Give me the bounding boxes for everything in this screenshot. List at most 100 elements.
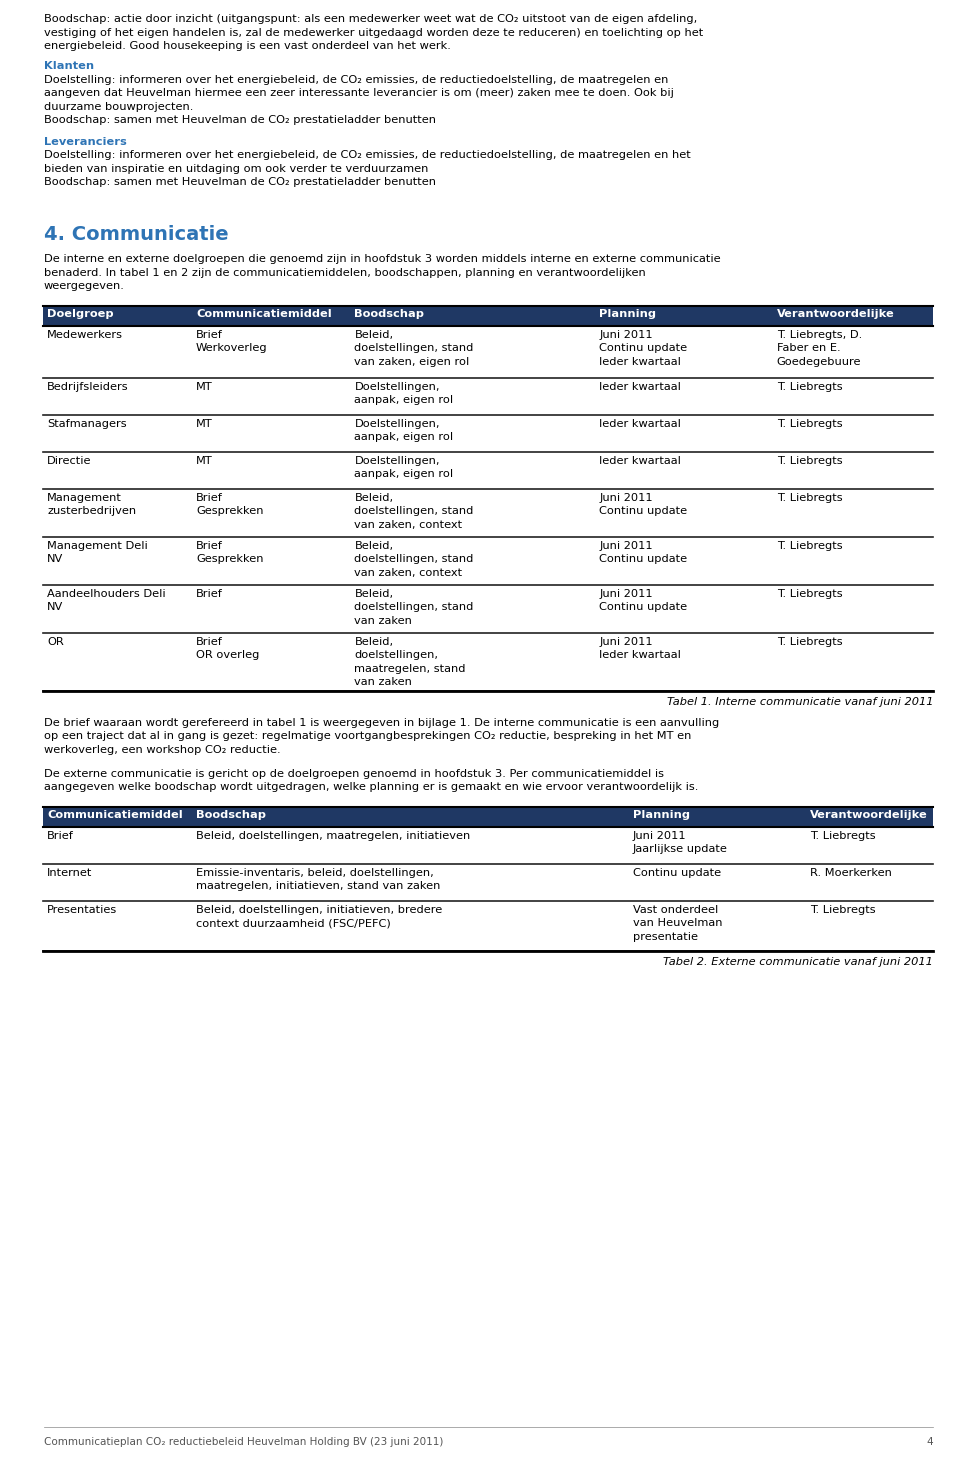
Text: Juni 2011: Juni 2011 (599, 541, 653, 550)
Text: aangeven dat Heuvelman hiermee een zeer interessante leverancier is om (meer) za: aangeven dat Heuvelman hiermee een zeer … (44, 88, 674, 98)
Text: MT: MT (196, 418, 213, 429)
Text: Juni 2011: Juni 2011 (599, 588, 653, 598)
Text: 4. Communicatie: 4. Communicatie (44, 225, 228, 244)
Text: van zaken, eigen rol: van zaken, eigen rol (354, 357, 469, 367)
Text: leder kwartaal: leder kwartaal (599, 650, 681, 660)
Text: Verantwoordelijke: Verantwoordelijke (777, 309, 895, 319)
Text: T. Liebregts: T. Liebregts (777, 455, 843, 465)
Text: Gesprekken: Gesprekken (196, 506, 263, 516)
Text: werkoverleg, een workshop CO₂ reductie.: werkoverleg, een workshop CO₂ reductie. (44, 745, 280, 755)
Text: Planning: Planning (633, 809, 690, 819)
Text: MT: MT (196, 455, 213, 465)
Text: NV: NV (47, 603, 63, 612)
Text: Goedegebuure: Goedegebuure (777, 357, 861, 367)
Text: Beleid,: Beleid, (354, 636, 394, 647)
Text: maatregelen, initiatieven, stand van zaken: maatregelen, initiatieven, stand van zak… (196, 881, 441, 891)
Text: T. Liebregts: T. Liebregts (777, 493, 843, 503)
Text: aangegeven welke boodschap wordt uitgedragen, welke planning er is gemaakt en wi: aangegeven welke boodschap wordt uitgedr… (44, 783, 698, 793)
Text: vestiging of het eigen handelen is, zal de medewerker uitgedaagd worden deze te : vestiging of het eigen handelen is, zal … (44, 28, 704, 38)
Text: doelstellingen,: doelstellingen, (354, 650, 439, 660)
Text: Beleid,: Beleid, (354, 588, 394, 598)
Text: T. Liebregts: T. Liebregts (777, 588, 843, 598)
Text: Juni 2011: Juni 2011 (633, 831, 686, 841)
Text: Doelstelling: informeren over het energiebeleid, de CO₂ emissies, de reductiedoe: Doelstelling: informeren over het energi… (44, 75, 668, 85)
Text: R. Moerkerken: R. Moerkerken (810, 868, 892, 878)
Text: Juni 2011: Juni 2011 (599, 636, 653, 647)
Text: Klanten: Klanten (44, 61, 94, 72)
Text: Medewerkers: Medewerkers (47, 329, 123, 339)
Text: Tabel 2. Externe communicatie vanaf juni 2011: Tabel 2. Externe communicatie vanaf juni… (663, 957, 933, 967)
Text: benaderd. In tabel 1 en 2 zijn de communicatiemiddelen, boodschappen, planning e: benaderd. In tabel 1 en 2 zijn de commun… (44, 268, 646, 278)
Text: Brief: Brief (196, 493, 223, 503)
Text: leder kwartaal: leder kwartaal (599, 382, 681, 392)
Text: energiebeleid. Good housekeeping is een vast onderdeel van het werk.: energiebeleid. Good housekeeping is een … (44, 41, 451, 51)
Text: doelstellingen, stand: doelstellingen, stand (354, 506, 474, 516)
Text: Doelstelling: informeren over het energiebeleid, de CO₂ emissies, de reductiedoe: Doelstelling: informeren over het energi… (44, 151, 691, 161)
Text: Juni 2011: Juni 2011 (599, 329, 653, 339)
Text: Beleid,: Beleid, (354, 541, 394, 550)
Text: Boodschap: Boodschap (196, 809, 266, 819)
Text: context duurzaamheid (FSC/PEFC): context duurzaamheid (FSC/PEFC) (196, 919, 391, 928)
Text: Brief: Brief (196, 329, 223, 339)
Text: maatregelen, stand: maatregelen, stand (354, 664, 466, 673)
Text: T. Liebregts, D.: T. Liebregts, D. (777, 329, 862, 339)
Text: De interne en externe doelgroepen die genoemd zijn in hoofdstuk 3 worden middels: De interne en externe doelgroepen die ge… (44, 255, 721, 265)
Text: Brief: Brief (196, 588, 223, 598)
Text: T. Liebregts: T. Liebregts (777, 418, 843, 429)
Text: duurzame bouwprojecten.: duurzame bouwprojecten. (44, 102, 193, 111)
Text: Doelstellingen,: Doelstellingen, (354, 455, 440, 465)
Text: Beleid, doelstellingen, maatregelen, initiatieven: Beleid, doelstellingen, maatregelen, ini… (196, 831, 470, 841)
Text: doelstellingen, stand: doelstellingen, stand (354, 344, 474, 353)
Text: Communicatieplan CO₂ reductiebeleid Heuvelman Holding BV (23 juni 2011): Communicatieplan CO₂ reductiebeleid Heuv… (44, 1437, 444, 1447)
Text: Juni 2011: Juni 2011 (599, 493, 653, 503)
Text: doelstellingen, stand: doelstellingen, stand (354, 603, 474, 612)
Text: Brief: Brief (196, 636, 223, 647)
Text: Verantwoordelijke: Verantwoordelijke (810, 809, 928, 819)
Text: presentatie: presentatie (633, 932, 698, 942)
Text: aanpak, eigen rol: aanpak, eigen rol (354, 395, 453, 405)
Text: Management: Management (47, 493, 122, 503)
Text: Continu update: Continu update (599, 344, 687, 353)
Text: Bedrijfsleiders: Bedrijfsleiders (47, 382, 129, 392)
Text: T. Liebregts: T. Liebregts (810, 904, 876, 914)
Text: Beleid,: Beleid, (354, 493, 394, 503)
Text: Vast onderdeel: Vast onderdeel (633, 904, 718, 914)
Text: Continu update: Continu update (599, 506, 687, 516)
Text: van zaken: van zaken (354, 677, 412, 688)
Text: De brief waaraan wordt gerefereerd in tabel 1 is weergegeven in bijlage 1. De in: De brief waaraan wordt gerefereerd in ta… (44, 717, 719, 727)
Text: Beleid, doelstellingen, initiatieven, bredere: Beleid, doelstellingen, initiatieven, br… (196, 904, 443, 914)
Text: Beleid,: Beleid, (354, 329, 394, 339)
Text: leder kwartaal: leder kwartaal (599, 418, 681, 429)
Text: Presentaties: Presentaties (47, 904, 117, 914)
Text: aanpak, eigen rol: aanpak, eigen rol (354, 470, 453, 478)
Text: Faber en E.: Faber en E. (777, 344, 840, 353)
Text: weergegeven.: weergegeven. (44, 281, 125, 291)
Text: Leveranciers: Leveranciers (44, 138, 127, 146)
Text: Tabel 1. Interne communicatie vanaf juni 2011: Tabel 1. Interne communicatie vanaf juni… (666, 698, 933, 707)
Text: MT: MT (196, 382, 213, 392)
Text: doelstellingen, stand: doelstellingen, stand (354, 554, 474, 565)
Text: leder kwartaal: leder kwartaal (599, 455, 681, 465)
Text: De externe communicatie is gericht op de doelgroepen genoemd in hoofdstuk 3. Per: De externe communicatie is gericht op de… (44, 770, 664, 778)
Text: Continu update: Continu update (599, 554, 687, 565)
Text: Doelstellingen,: Doelstellingen, (354, 382, 440, 392)
Text: leder kwartaal: leder kwartaal (599, 357, 681, 367)
Text: van zaken: van zaken (354, 616, 412, 626)
Text: bieden van inspiratie en uitdaging om ook verder te verduurzamen: bieden van inspiratie en uitdaging om oo… (44, 164, 428, 174)
Text: Internet: Internet (47, 868, 92, 878)
Text: Communicatiemiddel: Communicatiemiddel (196, 309, 332, 319)
Text: Brief: Brief (196, 541, 223, 550)
Text: Stafmanagers: Stafmanagers (47, 418, 127, 429)
Text: Doelstellingen,: Doelstellingen, (354, 418, 440, 429)
Text: Werkoverleg: Werkoverleg (196, 344, 268, 353)
Text: Planning: Planning (599, 309, 657, 319)
Text: Aandeelhouders Deli: Aandeelhouders Deli (47, 588, 166, 598)
Text: van zaken, context: van zaken, context (354, 568, 463, 578)
Text: T. Liebregts: T. Liebregts (777, 541, 843, 550)
Text: Continu update: Continu update (599, 603, 687, 612)
Text: OR overleg: OR overleg (196, 650, 259, 660)
Text: Boodschap: Boodschap (354, 309, 424, 319)
Text: Communicatiemiddel: Communicatiemiddel (47, 809, 183, 819)
Text: T. Liebregts: T. Liebregts (810, 831, 876, 841)
Text: Doelgroep: Doelgroep (47, 309, 114, 319)
